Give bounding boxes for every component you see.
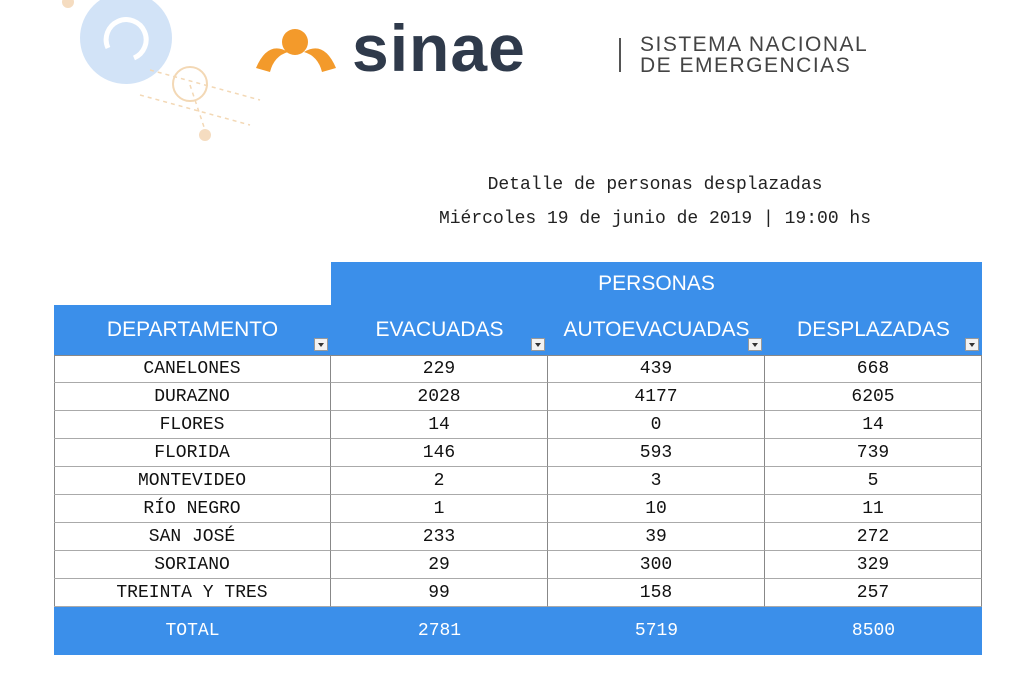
column-header: DESPLAZADAS	[765, 305, 982, 355]
deco-circle	[80, 0, 172, 84]
table-cell: 593	[548, 439, 765, 467]
logo-icon	[304, 48, 336, 72]
tagline: SISTEMA NACIONAL	[640, 33, 869, 56]
table-cell: 2	[331, 467, 548, 495]
deco-icon	[103, 17, 149, 61]
filter-button[interactable]	[965, 338, 979, 351]
total-cell: 2781	[331, 607, 548, 655]
table-cell: DURAZNO	[54, 383, 331, 411]
deco-dot	[199, 129, 211, 141]
column-header: DEPARTAMENTO	[54, 305, 331, 355]
logo-icon	[282, 29, 308, 55]
table-cell: SORIANO	[54, 551, 331, 579]
table-cell: 11	[765, 495, 982, 523]
filter-button[interactable]	[314, 338, 328, 351]
table-cell: 5	[765, 467, 982, 495]
table-cell: 14	[765, 411, 982, 439]
total-cell: 5719	[548, 607, 765, 655]
tagline: DE EMERGENCIAS	[640, 54, 852, 77]
table-cell: 4177	[548, 383, 765, 411]
table-cell: 6205	[765, 383, 982, 411]
filter-button[interactable]	[531, 338, 545, 351]
table-cell: 1	[331, 495, 548, 523]
table-cell: 39	[548, 523, 765, 551]
deco-ring	[172, 66, 208, 102]
table-cell: 29	[331, 551, 548, 579]
table-cell: 158	[548, 579, 765, 607]
column-header: AUTOEVACUADAS	[548, 305, 765, 355]
group-header: PERSONAS	[331, 262, 982, 305]
table-cell: TREINTA Y TRES	[54, 579, 331, 607]
table-cell: 329	[765, 551, 982, 579]
table-cell: 14	[331, 411, 548, 439]
table-cell: 229	[331, 355, 548, 383]
table-cell: 257	[765, 579, 982, 607]
table-cell: 146	[331, 439, 548, 467]
subtitle: Miércoles 19 de junio de 2019 | 19:00 hs	[438, 209, 872, 229]
filter-button[interactable]	[748, 338, 762, 351]
table-cell: 0	[548, 411, 765, 439]
logo-icon	[256, 48, 288, 72]
table-cell: RÍO NEGRO	[54, 495, 331, 523]
table-cell: 300	[548, 551, 765, 579]
table-cell: 10	[548, 495, 765, 523]
brand: sinae	[352, 11, 526, 85]
table-cell: FLORES	[54, 411, 331, 439]
table-cell: FLORIDA	[54, 439, 331, 467]
column-header: EVACUADAS	[331, 305, 548, 355]
table-cell: 2028	[331, 383, 548, 411]
deco-lines	[139, 69, 261, 131]
logo-graphics	[62, 0, 621, 141]
total-cell: 8500	[765, 607, 982, 655]
table-cell: 233	[331, 523, 548, 551]
table-cell: 3	[548, 467, 765, 495]
table-cell: 668	[765, 355, 982, 383]
total-cell: TOTAL	[54, 607, 331, 655]
table-cell: 439	[548, 355, 765, 383]
table-cell: 739	[765, 439, 982, 467]
table-cell: MONTEVIDEO	[54, 467, 331, 495]
title: Detalle de personas desplazadas	[487, 175, 823, 195]
table-cell: 272	[765, 523, 982, 551]
deco-dot	[62, 0, 74, 8]
table-cell: 99	[331, 579, 548, 607]
table-cell: SAN JOSÉ	[54, 523, 331, 551]
table-cell: CANELONES	[54, 355, 331, 383]
